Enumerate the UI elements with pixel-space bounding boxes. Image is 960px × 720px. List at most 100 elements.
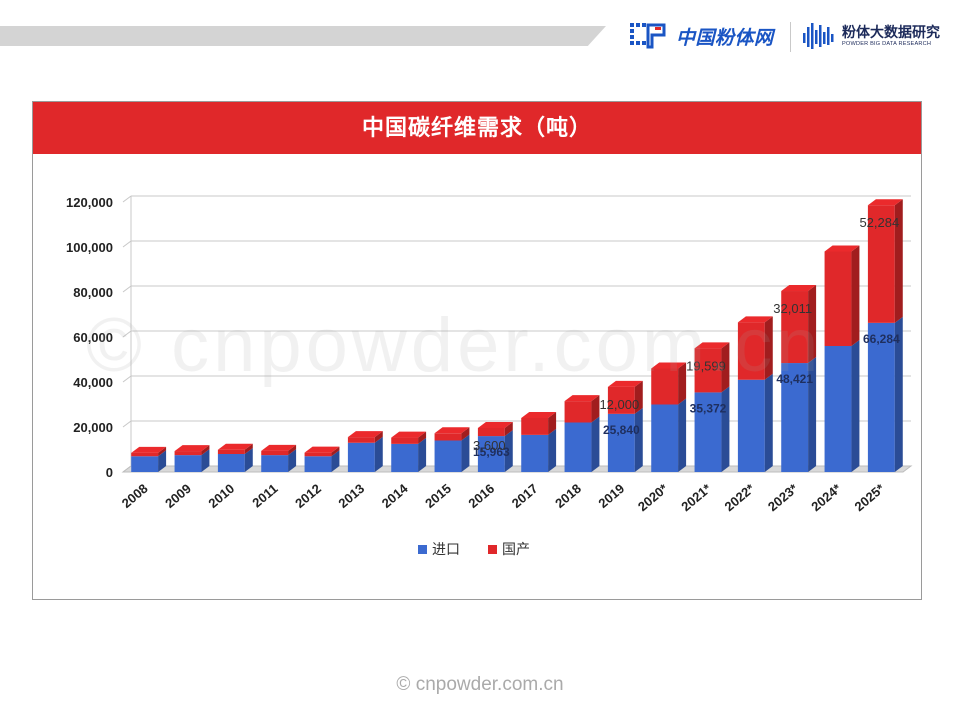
- bar-import: [477, 436, 505, 472]
- bar-side-import: [764, 373, 773, 472]
- data-label: 52,284: [859, 215, 899, 230]
- bar-side-domestic: [244, 443, 253, 454]
- bar-side-import: [288, 449, 297, 472]
- bar-side-import: [201, 449, 210, 472]
- bar-side-import: [894, 316, 903, 472]
- bar-domestic: [391, 437, 419, 444]
- x-tick-label: 2024*: [808, 480, 844, 514]
- bar-import: [217, 454, 245, 472]
- data-label: 15,963: [473, 445, 510, 459]
- bar-top: [564, 395, 600, 402]
- gridline-diagonal: [122, 195, 132, 203]
- bar-domestic: [867, 205, 895, 323]
- x-tick-label: 2013: [335, 481, 367, 511]
- bar-domestic: [607, 386, 635, 414]
- gridline-diagonal: [122, 240, 132, 248]
- bar-top: [781, 285, 817, 292]
- x-tick-label: 2019: [595, 481, 627, 511]
- bar-side-domestic: [288, 444, 297, 456]
- x-tick-label: 2008: [119, 481, 151, 511]
- bar-top: [607, 380, 643, 387]
- bar-side-import: [158, 450, 167, 472]
- bar-top: [391, 431, 427, 438]
- bar-import: [867, 322, 895, 472]
- bar-import: [391, 443, 419, 472]
- bar-side-domestic: [721, 342, 730, 393]
- footer-copyright: © cnpowder.com.cn: [396, 674, 564, 695]
- bar-top: [434, 427, 470, 434]
- x-tick-label: 2012: [292, 481, 324, 511]
- x-tick-label: 2016: [465, 481, 497, 511]
- bar-side-domestic: [808, 285, 817, 364]
- cnpowder-logo[interactable]: 中国粉体网: [628, 16, 774, 56]
- cnpowder-brand-name: 中国粉体网: [676, 27, 774, 49]
- bar-domestic: [174, 451, 202, 456]
- bar-side-import: [504, 430, 513, 472]
- bar-side-import: [634, 407, 643, 472]
- bar-side-import: [461, 434, 470, 472]
- bar-top: [131, 446, 167, 453]
- gridline-diagonal: [122, 330, 132, 338]
- bar-top: [867, 199, 903, 206]
- bar-chart-logo-icon: [803, 23, 834, 49]
- bar-top: [261, 444, 297, 451]
- x-tick-label: 2014: [379, 480, 411, 511]
- bar-side-import: [244, 448, 253, 472]
- bar-import: [434, 440, 462, 472]
- y-tick-label: 120,000: [66, 195, 113, 210]
- bar-domestic: [477, 427, 505, 437]
- chart-title-bar: [33, 102, 921, 154]
- bar-domestic: [347, 437, 375, 443]
- bar-domestic: [651, 368, 679, 405]
- bar-side-domestic: [201, 445, 210, 456]
- bar-import: [564, 422, 592, 472]
- bar-domestic: [131, 452, 159, 457]
- bar-side-domestic: [548, 412, 557, 435]
- chart-frame: 中国碳纤维需求（吨） 0 20,000 40,000 60,000 80,000 100,…: [32, 101, 922, 600]
- data-label: 32,011: [773, 301, 812, 316]
- x-tick-label: 2009: [162, 481, 194, 511]
- bar-top: [521, 412, 557, 418]
- bar-domestic: [737, 322, 765, 380]
- x-tick-label: 2021*: [678, 480, 714, 514]
- bar-top: [737, 316, 773, 323]
- bar-side-domestic: [374, 431, 383, 443]
- bar-import: [347, 442, 375, 472]
- data-label: 25,840: [603, 423, 640, 437]
- bar-import: [607, 413, 635, 472]
- chart-title: 中国碳纤维需求（吨）: [361, 115, 592, 140]
- y-tick-label: 100,000: [66, 240, 113, 255]
- bar-side-import: [808, 357, 817, 472]
- bar-side-import: [418, 437, 427, 472]
- legend-label-domestic: 国产: [502, 542, 530, 558]
- bar-import: [521, 434, 549, 472]
- bar-top: [217, 443, 253, 450]
- bar-import: [651, 404, 679, 472]
- bar-domestic: [781, 291, 809, 364]
- bar-side-domestic: [894, 199, 903, 323]
- gridline-diagonal: [122, 375, 132, 383]
- gridline-diagonal: [122, 285, 132, 293]
- bar-side-domestic: [418, 431, 427, 444]
- bar-side-domestic: [504, 421, 513, 437]
- x-tick-label: 2010: [205, 481, 237, 511]
- bar-top: [347, 431, 383, 438]
- bar-top: [651, 362, 687, 369]
- bar-domestic: [694, 348, 722, 393]
- bar-import: [131, 456, 159, 472]
- bar-top: [304, 446, 340, 453]
- x-tick-label: 2017: [509, 481, 541, 511]
- bar-side-domestic: [461, 427, 470, 441]
- cnpowder-logo-icon: [628, 20, 670, 52]
- big-data-brand-en: POWDER BIG DATA RESEARCH: [842, 40, 932, 47]
- x-tick-label: 2018: [552, 481, 584, 511]
- bar-side-import: [851, 340, 860, 472]
- powder-big-data-logo[interactable]: 粉体大数据研究 POWDER BIG DATA RESEARCH: [802, 16, 940, 56]
- bar-domestic: [521, 418, 549, 435]
- bar-side-import: [721, 386, 730, 472]
- bar-import: [261, 455, 289, 472]
- bar-side-domestic: [158, 446, 167, 457]
- gridline-diagonal: [122, 420, 132, 428]
- bar-side-import: [678, 398, 687, 472]
- y-tick-label: 60,000: [73, 330, 113, 345]
